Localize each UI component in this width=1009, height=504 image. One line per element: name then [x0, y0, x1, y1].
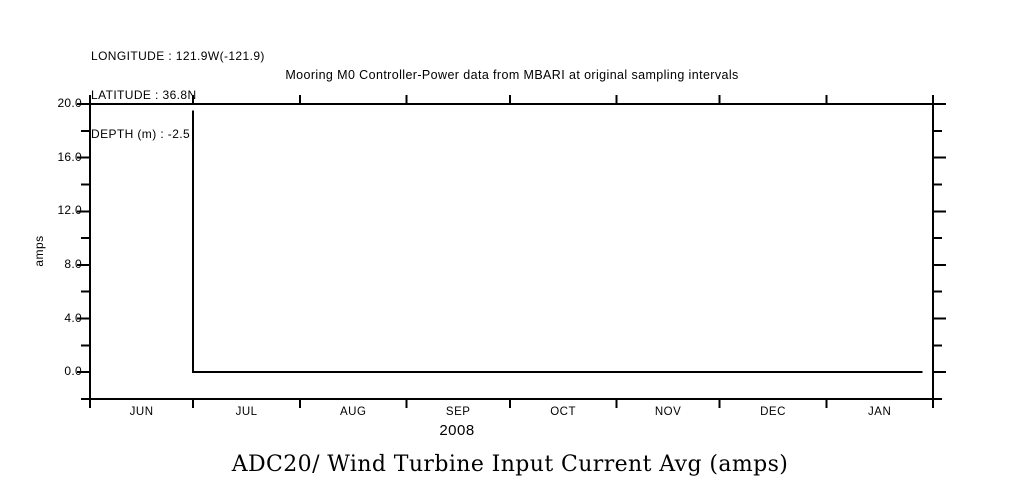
chart-bottom-title: ADC20/ Wind Turbine Input Current Avg (a… [231, 452, 789, 477]
y-axis-label: amps [32, 235, 46, 267]
longitude-text: LONGITUDE : 121.9W(-121.9) [91, 49, 265, 63]
depth-text: DEPTH (m) : -2.5 [91, 127, 191, 141]
x-axis-year-label: 2008 [439, 422, 475, 439]
station-info: LONGITUDE : 121.9W(-121.9) LATITUDE : 36… [91, 24, 265, 167]
data-series-line [192, 110, 923, 374]
latitude-text: LATITUDE : 36.8N [91, 88, 197, 102]
plot-frame [89, 103, 934, 400]
plot-title: Mooring M0 Controller-Power data from MB… [285, 68, 739, 82]
